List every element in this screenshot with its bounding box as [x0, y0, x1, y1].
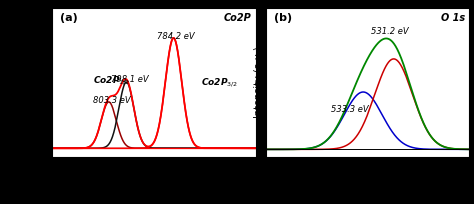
- Text: Co2P: Co2P: [224, 13, 252, 23]
- Text: O 1s: O 1s: [441, 13, 465, 23]
- X-axis label: Binding energy(eV): Binding energy(eV): [320, 176, 415, 186]
- Text: 533.3 eV: 533.3 eV: [331, 105, 369, 114]
- Text: Co2P$_{1/2}$: Co2P$_{1/2}$: [93, 74, 130, 87]
- Y-axis label: Intensity (a.u.): Intensity (a.u.): [255, 47, 264, 119]
- Text: 798.1 eV: 798.1 eV: [111, 75, 149, 84]
- Text: (a): (a): [60, 13, 78, 23]
- X-axis label: Binding energy(eV): Binding energy(eV): [107, 176, 201, 186]
- Text: 803.3 eV: 803.3 eV: [93, 96, 130, 105]
- Y-axis label: Intensity (a.u.): Intensity (a.u.): [41, 47, 51, 119]
- Text: Co2P$_{3/2}$: Co2P$_{3/2}$: [201, 76, 238, 89]
- Text: 784.2 eV: 784.2 eV: [157, 32, 195, 41]
- Text: (b): (b): [274, 13, 292, 23]
- Text: 531.2 eV: 531.2 eV: [371, 27, 408, 35]
